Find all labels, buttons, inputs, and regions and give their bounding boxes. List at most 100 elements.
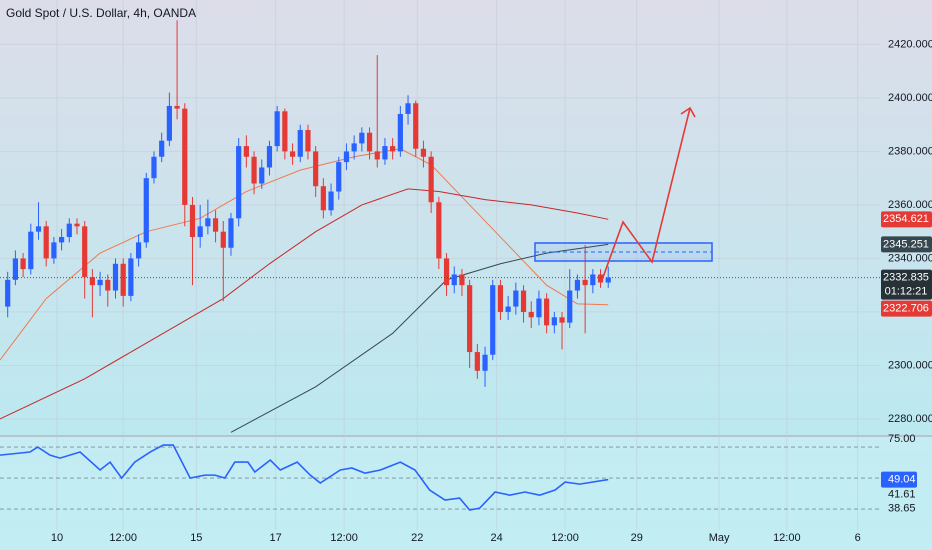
candle-body [482, 354, 488, 371]
candle-body [467, 285, 473, 353]
candle-body [328, 191, 334, 211]
price-label: 2345.251 [883, 238, 929, 250]
candle-body [143, 178, 149, 243]
candle-body [82, 226, 88, 278]
candle-body [536, 298, 542, 318]
candle-body [351, 143, 357, 152]
candle-body [259, 167, 265, 184]
candle-body [189, 204, 196, 238]
x-tick-label: 10 [51, 532, 63, 544]
candle-body [20, 258, 26, 270]
x-tick-label: 17 [270, 532, 282, 544]
candle-body [305, 130, 311, 152]
candle-body [58, 237, 65, 243]
candle-body [605, 277, 611, 283]
candle-body [497, 285, 504, 312]
candle-body [528, 311, 534, 318]
candle-body [459, 274, 465, 286]
candle-body [151, 156, 157, 179]
candle-body [544, 298, 550, 326]
rsi-pane [0, 444, 880, 511]
candle-body [390, 146, 396, 152]
candle-body [74, 223, 80, 227]
price-label-box [881, 236, 932, 253]
rsi-side-label: 41.61 [888, 488, 916, 500]
price-label-box [881, 211, 932, 228]
candle-body [228, 218, 234, 248]
candle-body [366, 132, 373, 152]
candle-body [451, 274, 457, 286]
candle-body [359, 132, 365, 144]
candle-body [320, 186, 326, 211]
candle-body [505, 306, 511, 312]
candle-body [559, 317, 565, 323]
price-label: 2354.621 [883, 213, 929, 225]
candle-body [436, 202, 442, 259]
y-tick-label: 2280.000 [888, 413, 932, 425]
candle-body [182, 108, 188, 205]
chart-title: Gold Spot / U.S. Dollar, 4h, OANDA [6, 6, 196, 20]
candle-body [174, 105, 180, 109]
candle-body [289, 151, 296, 157]
x-tick-label: 15 [190, 532, 202, 544]
candle-body [135, 242, 142, 259]
candle-body [382, 146, 388, 160]
candle-body [282, 111, 288, 152]
candle-body [51, 242, 57, 259]
candle-body [112, 263, 119, 291]
candle-body [420, 148, 427, 157]
candle-body [105, 279, 111, 291]
x-tick-label: May [709, 532, 730, 544]
x-tick-label: 29 [631, 532, 643, 544]
price-label: 2332.835 [883, 272, 929, 284]
price-label-box [881, 269, 932, 300]
candle-body [12, 258, 18, 280]
drawings [534, 106, 713, 281]
rsi-background [0, 437, 932, 550]
candle-body [336, 162, 342, 192]
price-pane [0, 20, 880, 433]
rsi-line [0, 444, 609, 511]
rsi-value-box [881, 471, 917, 488]
candle-body [597, 274, 604, 283]
candle-body [266, 146, 273, 168]
y-tick-label: 2400.000 [888, 92, 932, 104]
candle-body [197, 226, 203, 238]
candle-body [97, 279, 103, 286]
candle-body [166, 105, 172, 141]
rsi-side-label: 38.65 [888, 502, 916, 514]
x-tick-label: 6 [855, 532, 861, 544]
candle-body [567, 290, 573, 323]
candle-body [66, 223, 72, 238]
candle-body [5, 279, 11, 307]
x-tick-label: 24 [490, 532, 502, 544]
candle-body [513, 290, 519, 307]
projection-arrow [601, 107, 691, 281]
y-tick-label: 2300.000 [888, 359, 932, 371]
candle-body [274, 111, 280, 147]
candle-body [89, 277, 95, 286]
rsi-value-label: 49.04 [888, 473, 916, 485]
candle-body [28, 231, 34, 270]
candle-body [313, 151, 319, 187]
y-tick-label: 2340.000 [888, 252, 932, 264]
y-tick-label: 2420.000 [888, 38, 932, 50]
price-label: 2322.706 [883, 303, 929, 315]
candle-body [413, 103, 419, 149]
x-tick-label: 12:00 [330, 532, 358, 544]
arrow-head [680, 106, 696, 118]
x-tick-label: 22 [411, 532, 423, 544]
rsi-tick-label: 75.00 [888, 433, 916, 445]
candle-body [128, 258, 134, 296]
y-tick-label: 2380.000 [888, 145, 932, 157]
candle-body [374, 151, 380, 160]
x-tick-label: 12:00 [773, 532, 801, 544]
candle-body [520, 290, 527, 312]
candle-body [582, 279, 588, 286]
axes: 10 12:00 15 17 12:00 22 24 12:00 29 May 12:00 6 2280… [51, 38, 932, 544]
candle-body [35, 226, 42, 232]
candle-body [43, 226, 49, 259]
moving-average [0, 188, 609, 420]
candle-body [220, 231, 226, 248]
